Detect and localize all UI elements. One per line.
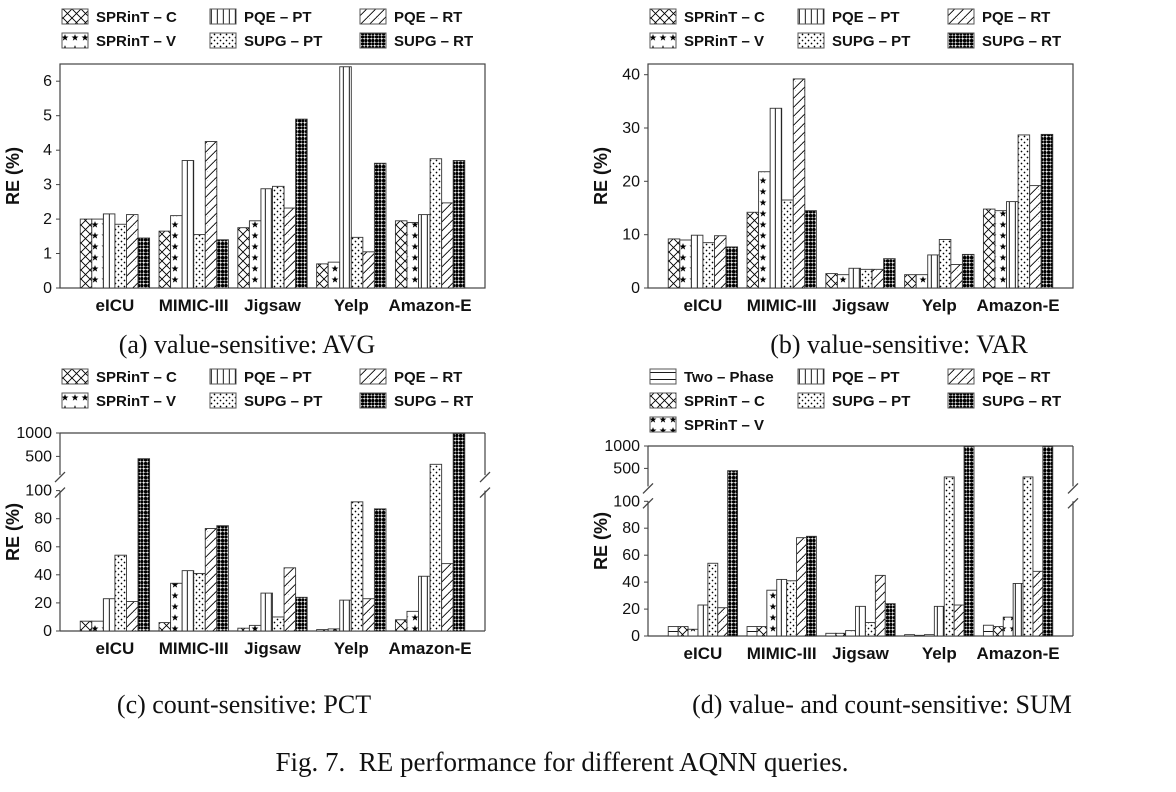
svg-text:20: 20 [34,595,52,612]
svg-text:20: 20 [622,173,640,190]
svg-text:PQE – PT: PQE – PT [244,369,312,386]
svg-text:Amazon-E: Amazon-E [389,639,472,658]
svg-text:20: 20 [622,601,640,618]
svg-text:Jigsaw: Jigsaw [244,296,301,315]
svg-text:40: 40 [622,574,640,591]
svg-text:SUPG – PT: SUPG – PT [832,33,910,50]
svg-text:SPRinT – V: SPRinT – V [684,33,764,50]
svg-text:PQE – RT: PQE – RT [394,9,462,26]
svg-text:Yelp: Yelp [334,296,369,315]
svg-text:SPRinT – C: SPRinT – C [684,393,765,410]
svg-text:80: 80 [34,511,52,528]
svg-text:RE (%): RE (%) [591,147,611,205]
svg-text:5: 5 [43,108,52,125]
svg-text:3: 3 [43,177,52,194]
svg-text:SUPG – RT: SUPG – RT [394,393,473,410]
svg-text:MIMIC-III: MIMIC-III [747,644,817,663]
svg-text:RE (%): RE (%) [3,503,23,561]
svg-text:SPRinT – V: SPRinT – V [96,33,176,50]
svg-text:SUPG – PT: SUPG – PT [244,33,322,50]
svg-text:0: 0 [631,280,640,297]
svg-text:eICU: eICU [684,296,723,315]
svg-text:10: 10 [622,227,640,244]
svg-text:Jigsaw: Jigsaw [832,296,889,315]
svg-text:MIMIC-III: MIMIC-III [159,296,229,315]
svg-text:eICU: eICU [96,296,135,315]
svg-text:SPRinT – V: SPRinT – V [96,393,176,410]
svg-text:SPRinT – C: SPRinT – C [684,9,765,26]
svg-text:100: 100 [25,483,52,500]
svg-text:0: 0 [43,280,52,297]
svg-text:Two – Phase: Two – Phase [684,369,774,386]
svg-text:Yelp: Yelp [334,639,369,658]
svg-text:PQE – RT: PQE – RT [394,369,462,386]
svg-text:30: 30 [622,120,640,137]
svg-text:PQE – PT: PQE – PT [832,369,900,386]
svg-text:60: 60 [622,547,640,564]
svg-text:1000: 1000 [604,438,640,455]
svg-text:eICU: eICU [96,639,135,658]
svg-text:SPRinT – C: SPRinT – C [96,9,177,26]
svg-text:Amazon-E: Amazon-E [977,296,1060,315]
svg-text:PQE – RT: PQE – RT [982,9,1050,26]
svg-text:6: 6 [43,73,52,90]
svg-text:0: 0 [631,628,640,645]
svg-text:0: 0 [43,623,52,640]
svg-text:MIMIC-III: MIMIC-III [747,296,817,315]
svg-text:SUPG – RT: SUPG – RT [982,33,1061,50]
svg-text:PQE – PT: PQE – PT [832,9,900,26]
svg-text:1: 1 [43,246,52,263]
svg-text:SUPG – PT: SUPG – PT [832,393,910,410]
svg-text:Yelp: Yelp [922,296,957,315]
svg-text:Jigsaw: Jigsaw [244,639,301,658]
svg-text:RE (%): RE (%) [3,147,23,205]
svg-text:SUPG – RT: SUPG – RT [982,393,1061,410]
svg-text:500: 500 [25,448,52,465]
svg-text:Amazon-E: Amazon-E [389,296,472,315]
svg-text:SPRinT – V: SPRinT – V [684,417,764,434]
svg-text:SUPG – RT: SUPG – RT [394,33,473,50]
svg-text:100: 100 [613,493,640,510]
svg-text:PQE – RT: PQE – RT [982,369,1050,386]
svg-text:SUPG – PT: SUPG – PT [244,393,322,410]
svg-text:2: 2 [43,211,52,228]
svg-text:60: 60 [34,539,52,556]
svg-text:1000: 1000 [16,425,52,442]
svg-text:80: 80 [622,520,640,537]
svg-text:40: 40 [622,67,640,84]
svg-text:Amazon-E: Amazon-E [977,644,1060,663]
svg-text:eICU: eICU [684,644,723,663]
svg-text:Yelp: Yelp [922,644,957,663]
svg-text:MIMIC-III: MIMIC-III [159,639,229,658]
svg-text:PQE – PT: PQE – PT [244,9,312,26]
svg-text:SPRinT – C: SPRinT – C [96,369,177,386]
svg-text:Jigsaw: Jigsaw [832,644,889,663]
svg-text:4: 4 [43,142,52,159]
svg-text:RE (%): RE (%) [591,512,611,570]
svg-text:500: 500 [613,460,640,477]
svg-text:40: 40 [34,567,52,584]
